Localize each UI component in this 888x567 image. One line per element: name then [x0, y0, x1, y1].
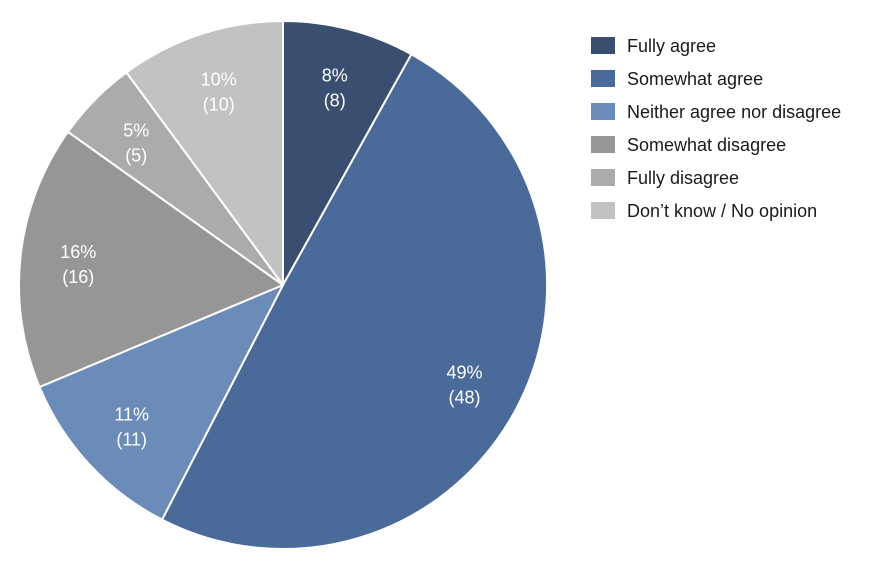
legend-item-neither-agree-nor-disagree: Neither agree nor disagree — [591, 95, 841, 128]
pie-slice-somewhat-disagree — [18, 130, 284, 388]
legend-label: Somewhat disagree — [627, 134, 787, 155]
pie-label-percent-dont-know-no-opinion: 10% — [201, 69, 237, 89]
pie-label-percent-somewhat-disagree: 16% — [60, 242, 96, 262]
legend-swatch — [591, 37, 615, 54]
legend-item-somewhat-disagree: Somewhat disagree — [591, 128, 841, 161]
legend-label: Don’t know / No opinion — [627, 200, 818, 221]
legend-item-fully-agree: Fully agree — [591, 29, 841, 62]
pie-label-percent-neither-agree-nor-disagree: 11% — [114, 405, 149, 425]
pie-slices — [18, 20, 549, 550]
legend-swatch — [591, 70, 615, 87]
legend-item-fully-disagree: Fully disagree — [591, 161, 841, 194]
pie-label-count-fully-disagree: (5) — [125, 146, 147, 166]
legend-item-dont-know-no-opinion: Don’t know / No opinion — [591, 194, 841, 227]
pie-label-percent-fully-agree: 8% — [322, 66, 348, 86]
legend-swatch — [591, 202, 615, 219]
pie-label-count-fully-agree: (8) — [324, 91, 346, 111]
legend-label: Fully agree — [627, 35, 717, 56]
legend-label: Fully disagree — [627, 167, 740, 188]
pie-slice-fully-agree — [282, 20, 413, 286]
legend-label: Somewhat agree — [627, 68, 764, 89]
pie-label-count-somewhat-disagree: (16) — [62, 267, 94, 287]
pie-slice-neither-agree-nor-disagree — [38, 284, 284, 521]
pie-labels: 8% (8) 49% (48) 11% (11) 16% (16) 5% (5) 10% (10) — [60, 66, 482, 450]
pie-slice-somewhat-agree — [161, 53, 549, 550]
pie-label-count-dont-know-no-opinion: (10) — [203, 94, 235, 114]
legend-item-somewhat-agree: Somewhat agree — [591, 62, 841, 95]
pie-label-percent-fully-disagree: 5% — [123, 121, 149, 141]
pie-label-count-neither-agree-nor-disagree: (11) — [116, 430, 147, 450]
legend-label: Neither agree nor disagree — [627, 101, 842, 122]
pie-slice-dont-know-no-opinion — [125, 20, 284, 286]
legend-swatch — [591, 136, 615, 153]
legend-swatch — [591, 103, 615, 120]
pie-label-count-somewhat-agree: (48) — [448, 387, 480, 407]
legend-swatch — [591, 169, 615, 186]
legend: Fully agree Somewhat agree Neither agree… — [591, 29, 841, 227]
pie-label-percent-somewhat-agree: 49% — [446, 362, 482, 382]
